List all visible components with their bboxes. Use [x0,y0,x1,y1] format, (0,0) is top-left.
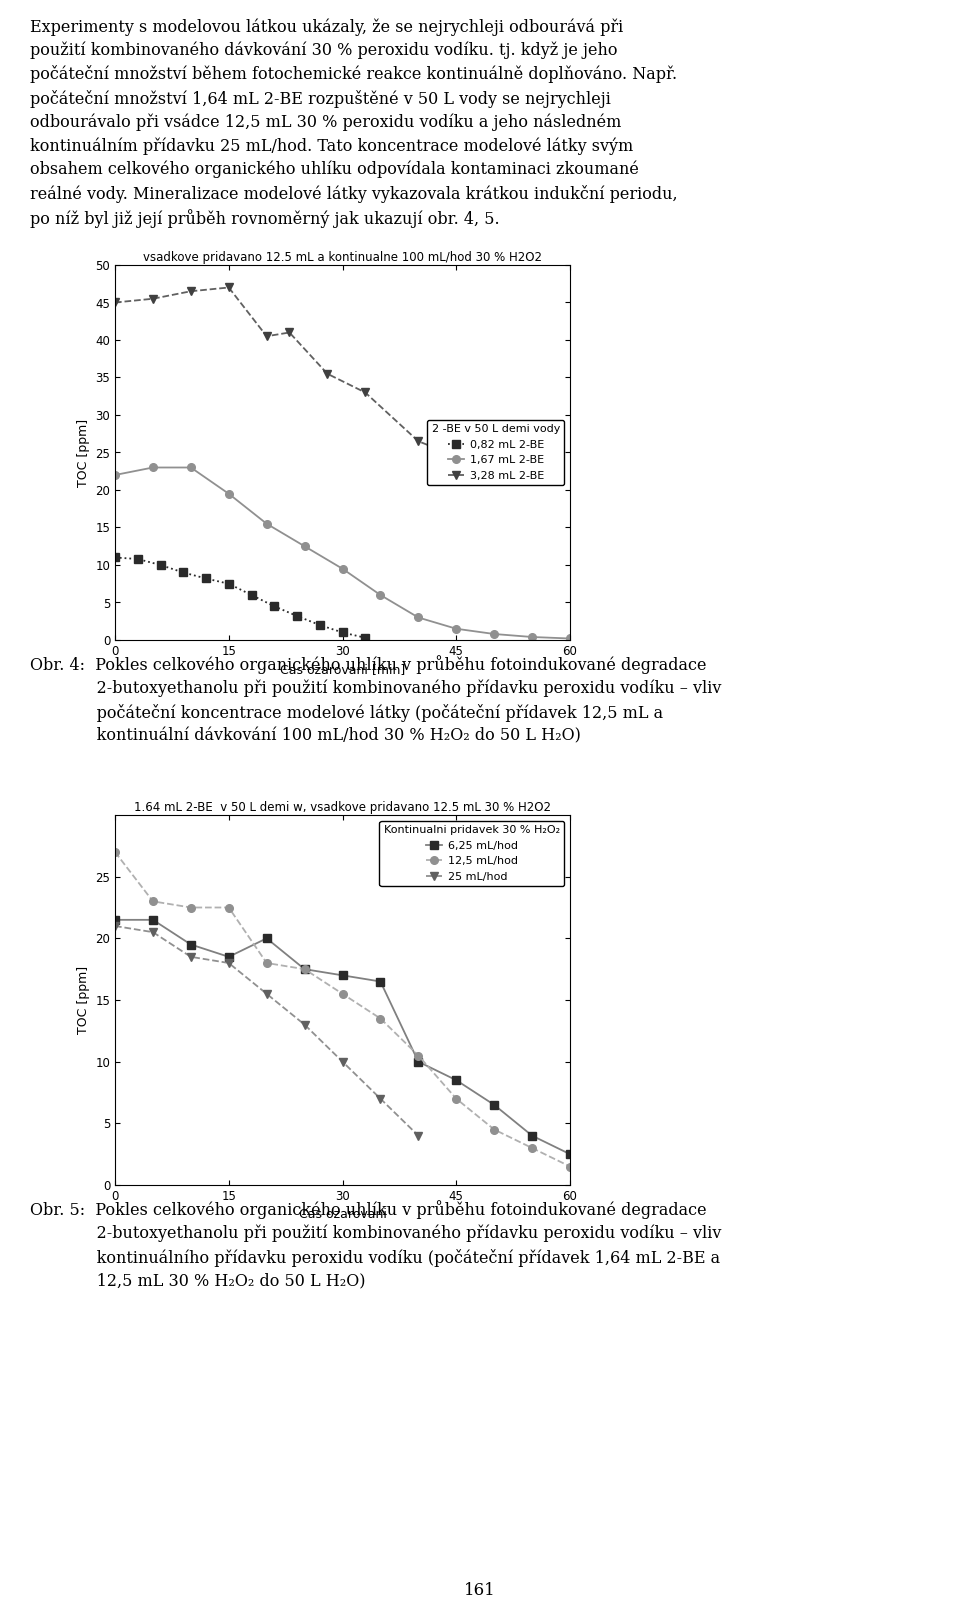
3,28 mL 2-BE [223,278,234,298]
6,25 mL/hod [374,971,386,991]
6,25 mL/hod [261,929,273,949]
0,82 mL 2-BE [291,606,302,625]
3,28 mL 2-BE [322,364,333,384]
3,28 mL 2-BE [185,282,197,301]
0,82 mL 2-BE [178,563,189,583]
Legend: 6,25 mL/hod, 12,5 mL/hod, 25 mL/hod: 6,25 mL/hod, 12,5 mL/hod, 25 mL/hod [379,821,564,886]
12,5 mL/hod [109,842,121,861]
Line: 25 mL/hod: 25 mL/hod [111,923,422,1140]
Text: 161: 161 [464,1582,496,1598]
12,5 mL/hod [450,1090,462,1109]
12,5 mL/hod [185,899,197,918]
6,25 mL/hod [147,910,158,929]
0,82 mL 2-BE [155,555,166,575]
1,67 mL 2-BE [564,628,576,648]
25 mL/hod [223,954,234,973]
X-axis label: Cas ozarovani: Cas ozarovani [299,1208,387,1221]
1,67 mL 2-BE [261,515,273,534]
Line: 1,67 mL 2-BE: 1,67 mL 2-BE [111,463,574,643]
25 mL/hod [185,947,197,967]
Legend: 0,82 mL 2-BE, 1,67 mL 2-BE, 3,28 mL 2-BE: 0,82 mL 2-BE, 1,67 mL 2-BE, 3,28 mL 2-BE [427,419,564,486]
Y-axis label: TOC [ppm]: TOC [ppm] [77,967,89,1035]
3,28 mL 2-BE [283,322,295,342]
1,67 mL 2-BE [526,627,538,646]
25 mL/hod [109,916,121,936]
12,5 mL/hod [147,892,158,911]
1,67 mL 2-BE [109,465,121,484]
Y-axis label: TOC [ppm]: TOC [ppm] [77,418,89,487]
6,25 mL/hod [299,960,310,979]
0,82 mL 2-BE [132,549,143,568]
0,82 mL 2-BE [359,628,371,648]
1,67 mL 2-BE [223,484,234,504]
12,5 mL/hod [299,960,310,979]
Text: Experimenty s modelovou látkou ukázaly, že se nejrychleji odbourává při
použití : Experimenty s modelovou látkou ukázaly, … [30,18,678,228]
Text: Obr. 5:  Pokles celkového organického uhlíku v průběhu fotoindukované degradace
: Obr. 5: Pokles celkového organického uhl… [30,1200,721,1290]
3,28 mL 2-BE [359,382,371,402]
12,5 mL/hod [489,1120,500,1140]
6,25 mL/hod [413,1052,424,1072]
25 mL/hod [261,984,273,1004]
25 mL/hod [413,1125,424,1145]
25 mL/hod [374,1090,386,1109]
3,28 mL 2-BE [413,432,424,452]
6,25 mL/hod [337,965,348,984]
Line: 3,28 mL 2-BE: 3,28 mL 2-BE [111,283,498,474]
3,28 mL 2-BE [261,327,273,346]
0,82 mL 2-BE [246,586,257,606]
6,25 mL/hod [526,1125,538,1145]
6,25 mL/hod [564,1145,576,1164]
6,25 mL/hod [450,1070,462,1090]
12,5 mL/hod [413,1046,424,1065]
25 mL/hod [337,1052,348,1072]
12,5 mL/hod [526,1138,538,1158]
25 mL/hod [299,1015,310,1035]
3,28 mL 2-BE [147,290,158,309]
1,67 mL 2-BE [337,559,348,578]
0,82 mL 2-BE [269,596,280,615]
1,67 mL 2-BE [185,458,197,478]
Line: 12,5 mL/hod: 12,5 mL/hod [111,848,574,1171]
6,25 mL/hod [223,947,234,967]
Line: 6,25 mL/hod: 6,25 mL/hod [111,916,574,1158]
12,5 mL/hod [374,1009,386,1028]
6,25 mL/hod [489,1094,500,1114]
25 mL/hod [147,923,158,942]
0,82 mL 2-BE [337,623,348,643]
Text: Obr. 4:  Pokles celkového organického uhlíku v průběhu fotoindukované degradace
: Obr. 4: Pokles celkového organického uhl… [30,656,721,745]
12,5 mL/hod [337,984,348,1004]
1,67 mL 2-BE [147,458,158,478]
0,82 mL 2-BE [201,568,212,588]
Line: 0,82 mL 2-BE: 0,82 mL 2-BE [111,554,369,641]
0,82 mL 2-BE [223,575,234,594]
3,28 mL 2-BE [489,461,500,481]
6,25 mL/hod [185,934,197,954]
1,67 mL 2-BE [489,625,500,644]
1,67 mL 2-BE [450,618,462,638]
12,5 mL/hod [564,1158,576,1177]
Title: vsadkove pridavano 12.5 mL a kontinualne 100 mL/hod 30 % H2O2: vsadkove pridavano 12.5 mL a kontinualne… [143,251,542,264]
3,28 mL 2-BE [109,293,121,312]
12,5 mL/hod [223,899,234,918]
0,82 mL 2-BE [314,615,325,635]
0,82 mL 2-BE [109,547,121,567]
1,67 mL 2-BE [374,586,386,606]
12,5 mL/hod [261,954,273,973]
6,25 mL/hod [109,910,121,929]
1,67 mL 2-BE [299,536,310,555]
Title: 1.64 mL 2-BE  v 50 L demi w, vsadkove pridavano 12.5 mL 30 % H2O2: 1.64 mL 2-BE v 50 L demi w, vsadkove pri… [134,801,551,814]
1,67 mL 2-BE [413,607,424,627]
X-axis label: Cas ozarovani [min]: Cas ozarovani [min] [280,664,405,677]
